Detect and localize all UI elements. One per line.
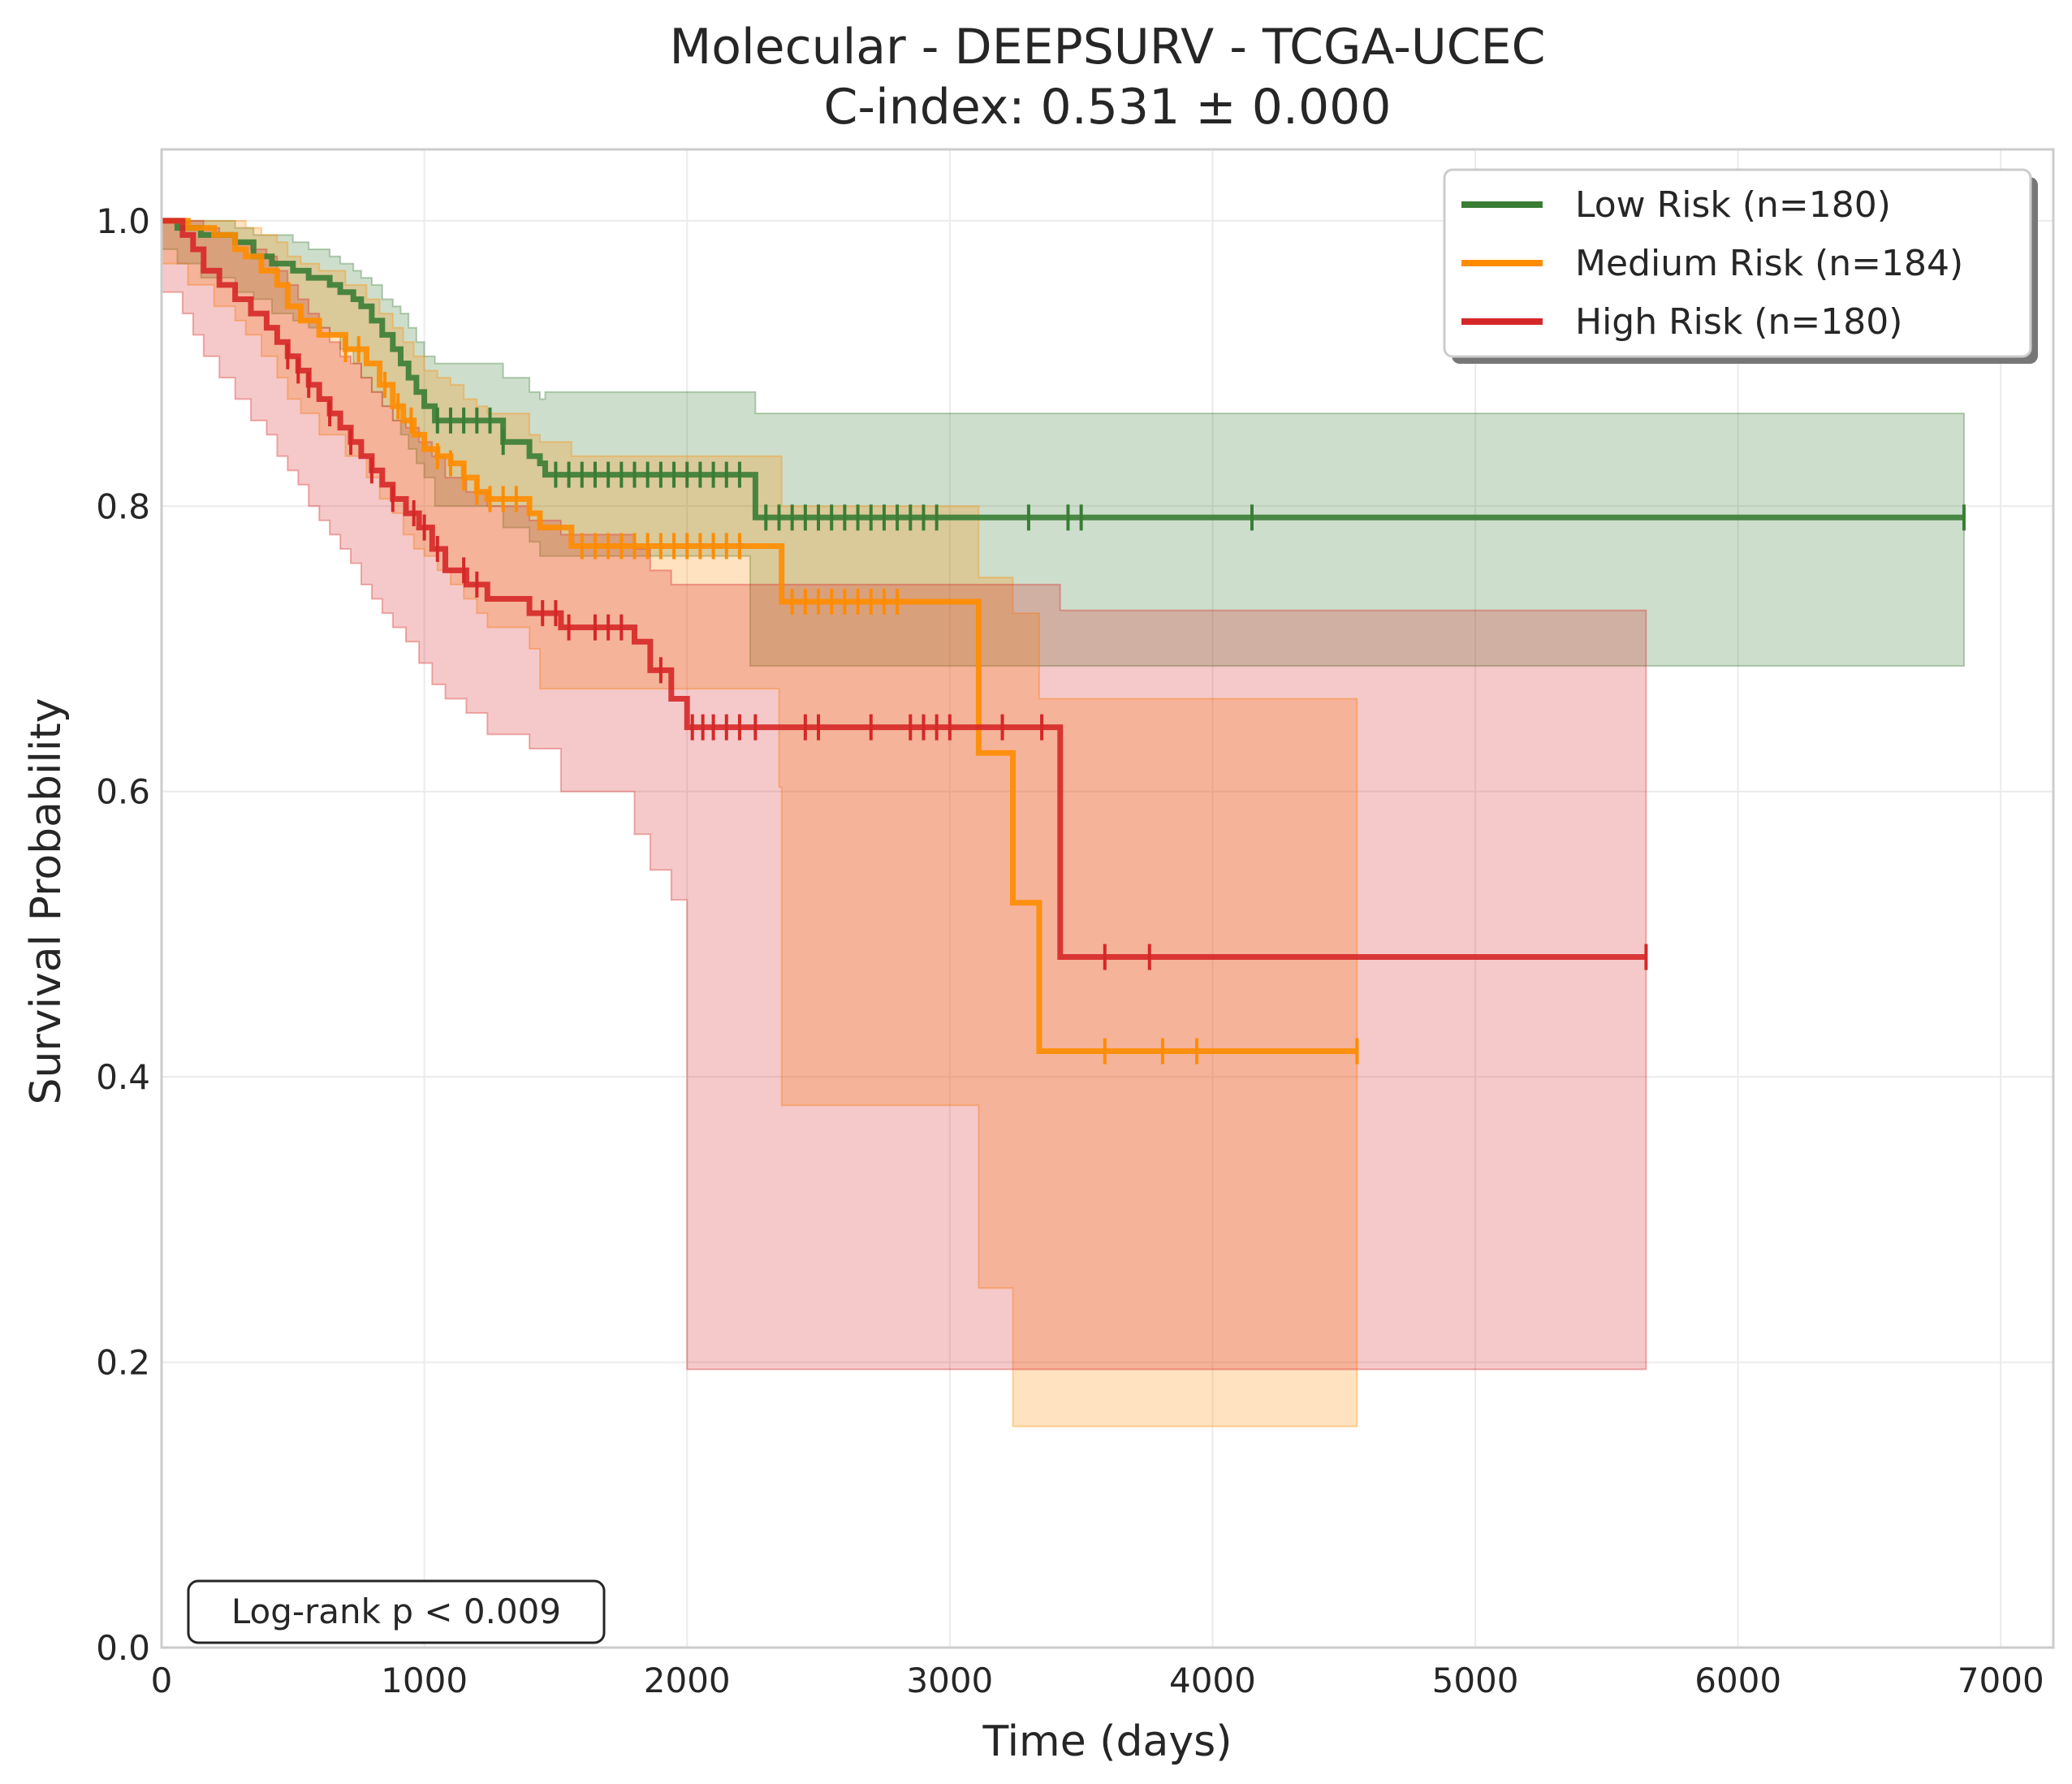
x-tick-label: 6000 [1694,1661,1781,1700]
annotation-box [187,1579,606,1644]
y-tick-label: 0.8 [96,486,150,526]
legend-box [1443,168,2032,358]
y-axis-label: Survival Probability [22,698,71,1104]
y-tick-label: 1.0 [96,201,150,241]
logrank-annotation: Log-rank p < 0.009 [187,1579,606,1644]
y-tick-label: 0.2 [96,1343,150,1383]
x-axis-label: Time (days) [982,1717,1232,1766]
low-risk-confidence-band [161,219,1965,667]
y-tick-label: 0.0 [96,1628,150,1668]
legend: Low Risk (n=180) Medium Risk (n=184) High … [1443,168,2038,364]
medium-risk-legend-label: Medium Risk (n=184) [1575,243,1963,284]
x-tick-label: 2000 [644,1661,731,1700]
survival-curves [162,218,1964,1054]
x-axis: 0 1000 2000 3000 4000 5000 6000 7000 [151,1661,2044,1700]
medium-risk-confidence-band [161,219,1358,1428]
confidence-bands [161,219,1965,1428]
x-tick-label: 5000 [1432,1661,1519,1700]
chart-subtitle: C-index: 0.531 ± 0.000 [824,79,1392,136]
y-tick-label: 0.4 [96,1057,150,1097]
medium-risk-survival-curve [162,218,1358,1054]
annotation-text: Log-rank p < 0.009 [231,1592,561,1631]
high-risk-survival-curve [162,218,1647,960]
x-tick-label: 4000 [1169,1661,1256,1700]
chart-title: Molecular - DEEPSURV - TCGA-UCEC [670,19,1546,76]
censor-marks [286,336,1966,1065]
y-axis: 0.0 0.2 0.4 0.6 0.8 1.0 [96,201,150,1668]
x-tick-label: 0 [151,1661,173,1700]
plot-frame [160,148,2055,1649]
x-tick-label: 1000 [381,1661,468,1700]
y-tick-label: 0.6 [96,772,150,812]
low-risk-legend-label: Low Risk (n=180) [1575,184,1891,226]
high-risk-legend-label: High Risk (n=180) [1575,301,1902,343]
x-tick-label: 7000 [1958,1661,2044,1700]
x-tick-label: 3000 [906,1661,993,1700]
